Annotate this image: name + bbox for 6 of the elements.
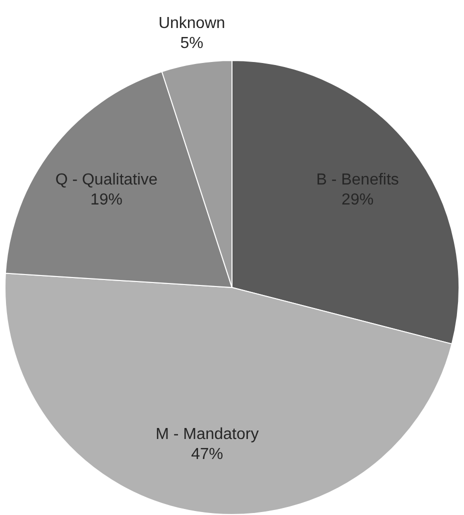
data-label: 19%: [90, 192, 122, 209]
data-label: 47%: [191, 446, 224, 463]
slice-label: Q - Qualitative: [55, 172, 158, 189]
slice-label: M - Mandatory: [156, 426, 259, 443]
data-label: 5%: [180, 35, 204, 52]
slice-label: Unknown: [158, 15, 226, 32]
